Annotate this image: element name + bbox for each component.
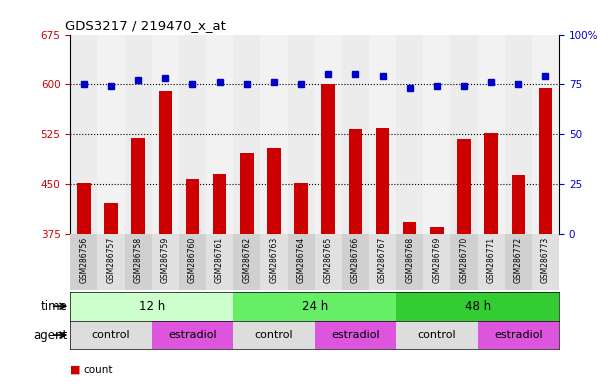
Bar xyxy=(295,183,308,234)
Text: GSM286768: GSM286768 xyxy=(405,237,414,283)
Bar xyxy=(403,222,417,234)
Bar xyxy=(125,234,152,290)
Bar xyxy=(97,35,125,234)
Bar xyxy=(152,35,179,234)
Text: GSM286769: GSM286769 xyxy=(433,237,441,283)
Text: 48 h: 48 h xyxy=(464,300,491,313)
Bar xyxy=(315,35,342,234)
Text: GSM286771: GSM286771 xyxy=(487,237,496,283)
Bar xyxy=(152,321,233,349)
Bar xyxy=(240,153,254,234)
Text: GSM286772: GSM286772 xyxy=(514,237,523,283)
Text: GSM286764: GSM286764 xyxy=(296,237,306,283)
Text: control: control xyxy=(92,330,130,340)
Bar xyxy=(260,35,288,234)
Text: GSM286762: GSM286762 xyxy=(243,237,251,283)
Bar xyxy=(457,139,471,234)
Bar xyxy=(233,35,260,234)
Text: GSM286756: GSM286756 xyxy=(79,237,89,283)
Bar xyxy=(158,91,172,234)
Bar xyxy=(396,292,559,321)
Bar xyxy=(505,234,532,290)
Bar xyxy=(315,234,342,290)
Text: GSM286767: GSM286767 xyxy=(378,237,387,283)
Text: estradiol: estradiol xyxy=(168,330,217,340)
Text: GSM286758: GSM286758 xyxy=(134,237,142,283)
Bar xyxy=(396,234,423,290)
Text: time: time xyxy=(40,300,67,313)
Bar xyxy=(485,133,498,234)
Text: GSM286757: GSM286757 xyxy=(106,237,115,283)
Text: GSM286763: GSM286763 xyxy=(269,237,279,283)
Bar xyxy=(179,35,206,234)
Bar xyxy=(260,234,288,290)
Bar xyxy=(131,138,145,234)
Text: GSM286765: GSM286765 xyxy=(324,237,333,283)
Text: agent: agent xyxy=(33,329,67,341)
Text: GSM286766: GSM286766 xyxy=(351,237,360,283)
Text: 24 h: 24 h xyxy=(302,300,327,313)
Bar xyxy=(450,35,478,234)
Text: count: count xyxy=(84,365,113,375)
Bar xyxy=(478,321,559,349)
Bar xyxy=(77,183,90,234)
Bar xyxy=(511,175,525,234)
Bar xyxy=(206,234,233,290)
Text: GSM286760: GSM286760 xyxy=(188,237,197,283)
Bar xyxy=(70,234,97,290)
Bar xyxy=(186,179,199,234)
Text: 12 h: 12 h xyxy=(139,300,165,313)
Text: ■: ■ xyxy=(70,365,81,375)
Bar xyxy=(376,128,389,234)
Bar xyxy=(213,174,227,234)
Bar xyxy=(206,35,233,234)
Bar xyxy=(478,35,505,234)
Bar xyxy=(125,35,152,234)
Bar xyxy=(321,84,335,234)
Text: GDS3217 / 219470_x_at: GDS3217 / 219470_x_at xyxy=(65,19,226,32)
Bar xyxy=(152,234,179,290)
Bar xyxy=(315,321,396,349)
Bar xyxy=(233,321,315,349)
Text: control: control xyxy=(255,330,293,340)
Bar xyxy=(430,227,444,234)
Text: estradiol: estradiol xyxy=(331,330,379,340)
Bar xyxy=(97,234,125,290)
Bar xyxy=(369,35,396,234)
Bar xyxy=(349,129,362,234)
Text: control: control xyxy=(417,330,456,340)
Text: GSM286770: GSM286770 xyxy=(459,237,469,283)
Bar xyxy=(233,292,396,321)
Bar xyxy=(233,234,260,290)
Text: GSM286773: GSM286773 xyxy=(541,237,550,283)
Bar xyxy=(369,234,396,290)
Bar xyxy=(288,35,315,234)
Bar xyxy=(423,234,450,290)
Bar xyxy=(532,234,559,290)
Bar xyxy=(505,35,532,234)
Bar xyxy=(179,234,206,290)
Bar xyxy=(396,35,423,234)
Bar xyxy=(423,35,450,234)
Bar xyxy=(267,148,280,234)
Bar xyxy=(539,88,552,234)
Bar xyxy=(342,234,369,290)
Bar xyxy=(70,321,152,349)
Text: GSM286759: GSM286759 xyxy=(161,237,170,283)
Text: GSM286761: GSM286761 xyxy=(215,237,224,283)
Text: estradiol: estradiol xyxy=(494,330,543,340)
Bar xyxy=(288,234,315,290)
Bar xyxy=(342,35,369,234)
Bar xyxy=(532,35,559,234)
Bar xyxy=(396,321,478,349)
Bar xyxy=(70,35,97,234)
Bar xyxy=(70,292,233,321)
Bar xyxy=(104,202,118,234)
Bar xyxy=(478,234,505,290)
Bar xyxy=(450,234,478,290)
